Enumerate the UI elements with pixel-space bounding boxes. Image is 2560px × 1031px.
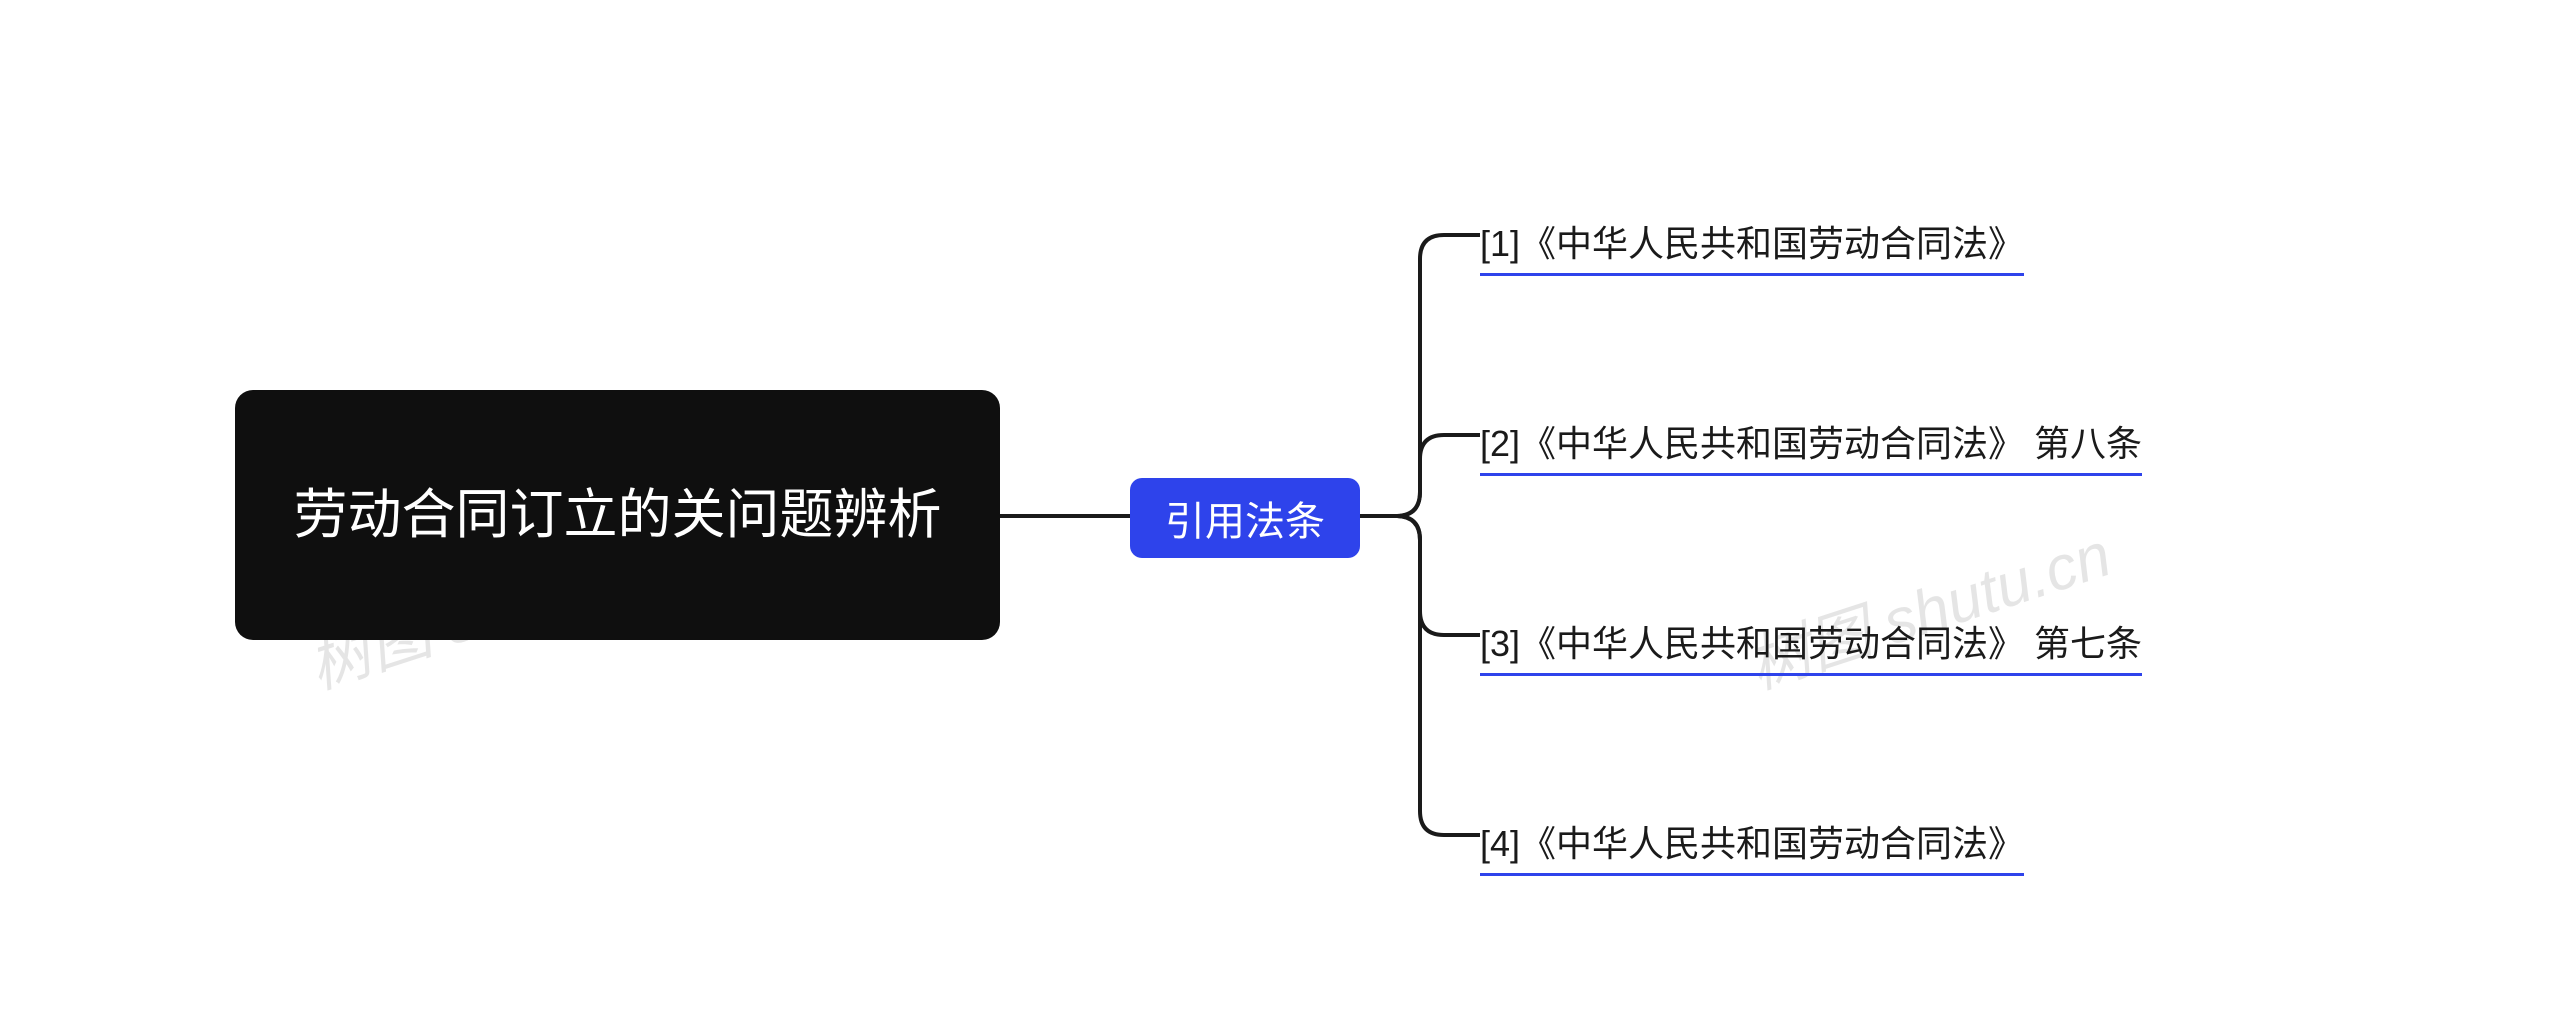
leaf-node-4-text: [4]《中华人民共和国劳动合同法》 [1480, 823, 2024, 864]
leaf-node-1: [1]《中华人民共和国劳动合同法》 [1480, 215, 2024, 276]
leaf-node-2-text: [2]《中华人民共和国劳动合同法》 第八条 [1480, 423, 2142, 464]
branch-node: 引用法条 [1130, 478, 1360, 558]
leaf-node-1-text: [1]《中华人民共和国劳动合同法》 [1480, 223, 2024, 264]
root-node-text: 劳动合同订立的关问题辨析 [294, 475, 942, 556]
root-node: 劳动合同订立的关问题辨析 [235, 390, 1000, 640]
leaf-node-4: [4]《中华人民共和国劳动合同法》 [1480, 815, 2024, 876]
leaf-node-3: [3]《中华人民共和国劳动合同法》 第七条 [1480, 615, 2142, 676]
leaf-node-2: [2]《中华人民共和国劳动合同法》 第八条 [1480, 415, 2142, 476]
branch-node-text: 引用法条 [1165, 489, 1325, 547]
leaf-node-3-text: [3]《中华人民共和国劳动合同法》 第七条 [1480, 623, 2142, 664]
